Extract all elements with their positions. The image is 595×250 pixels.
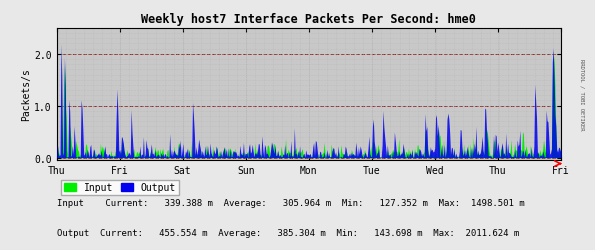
Text: Input    Current:   339.388 m  Average:   305.964 m  Min:   127.352 m  Max:  149: Input Current: 339.388 m Average: 305.96… xyxy=(57,198,524,207)
Text: Output  Current:   455.554 m  Average:   385.304 m  Min:   143.698 m  Max:  2011: Output Current: 455.554 m Average: 385.3… xyxy=(57,228,519,237)
Y-axis label: Packets/s: Packets/s xyxy=(21,68,32,121)
Title: Weekly host7 Interface Packets Per Second: hme0: Weekly host7 Interface Packets Per Secon… xyxy=(142,13,476,26)
Legend: Input, Output: Input, Output xyxy=(61,180,178,196)
Text: RRDTOOL / TOBI OETIKER: RRDTOOL / TOBI OETIKER xyxy=(580,59,584,130)
